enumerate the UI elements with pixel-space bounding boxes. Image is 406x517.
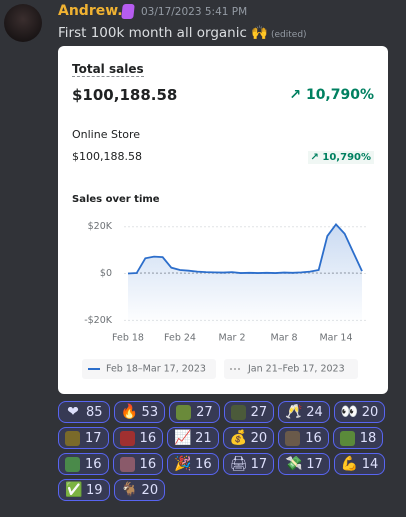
emoji: 💪 [340, 456, 359, 472]
reaction-count: 19 [86, 482, 103, 498]
reaction[interactable]: 27 [223, 401, 275, 423]
emoji: 💸 [285, 456, 303, 472]
legend-item [82, 359, 216, 379]
edited: (edited) [271, 30, 307, 40]
emoji [119, 456, 135, 472]
reaction[interactable]: 👀 20 [333, 401, 386, 423]
emoji [339, 430, 355, 446]
badge [121, 4, 135, 19]
x-tick-label: Mar 2 [219, 333, 246, 344]
reaction[interactable]: 16 [112, 453, 164, 475]
series-line [127, 222, 363, 275]
reaction-count: 17 [306, 456, 323, 472]
reaction[interactable]: 💰 20 [222, 427, 275, 449]
x-tick-label: Feb 18 [112, 333, 144, 344]
total-change: ↗ 10,790% [289, 87, 374, 103]
legend-label: Feb 18–Mar 17, 2023 [106, 364, 206, 375]
emoji [176, 404, 192, 420]
emoji: ❤ [67, 404, 79, 420]
emoji: 👀 [340, 404, 359, 420]
reaction[interactable]: 27 [169, 401, 220, 423]
reaction-count: 17 [250, 456, 268, 472]
reaction-count: 16 [305, 430, 322, 446]
reaction[interactable]: 16 [278, 427, 329, 449]
reaction[interactable]: 16 [58, 453, 109, 475]
emoji: 🖨 [229, 456, 248, 472]
reaction[interactable]: 📈 21 [167, 427, 219, 449]
x-tick-label: Mar 14 [319, 333, 352, 344]
reaction-count: 16 [139, 430, 157, 446]
reaction-count: 16 [85, 456, 102, 472]
emoji [65, 456, 80, 472]
reaction-count: 21 [195, 430, 212, 446]
emoji [230, 404, 246, 420]
reaction-count: 16 [195, 456, 212, 472]
message-text: First 100k month all organic 🙌 (edited) [58, 25, 307, 41]
reaction-count: 27 [196, 404, 213, 420]
reaction-count: 85 [86, 404, 103, 420]
emoji: ✅ [65, 482, 83, 498]
reaction[interactable]: 18 [332, 427, 384, 449]
chart-title: Sales over time [72, 194, 160, 205]
reaction[interactable]: 🥂 24 [278, 401, 330, 423]
reaction-count: 16 [139, 456, 157, 472]
total-value: $100,188.58 [72, 86, 178, 104]
text: First 100k month all organic 🙌 [58, 25, 268, 41]
series-area [128, 224, 362, 325]
timestamp: 03/17/2023 5:41 PM [141, 6, 248, 18]
reaction-count: 53 [141, 404, 159, 420]
y-tick-label: $0 [100, 268, 112, 279]
chart: -$20K $0 $20K Feb 18 Feb 24 Mar 2 Mar 8 Mar 14 F… [82, 221, 366, 379]
reaction[interactable]: 🎉 16 [167, 453, 219, 475]
author[interactable]: Andrew. [58, 3, 123, 19]
emoji [119, 430, 135, 446]
reaction[interactable]: 17 [58, 427, 109, 449]
legend-item [224, 359, 358, 379]
reaction[interactable]: ❤ 85 [58, 401, 110, 423]
emoji: 💰 [229, 430, 248, 446]
x-tick-label: Mar 8 [271, 333, 298, 344]
y-tick-label: $20K [88, 221, 113, 232]
total-label: Total sales [72, 62, 144, 77]
reactions: ❤ 85 🔥 53 27 27 🥂 24 👀 20 17 16 📈 21 💰 20 16 18 16 16 🎉 16 🖨 17… [58, 401, 403, 501]
emoji [285, 430, 301, 446]
store-change: ↗ 10,790% [307, 151, 374, 164]
legend-label: Jan 21–Feb 17, 2023 [247, 364, 345, 375]
reaction-count: 18 [359, 430, 377, 446]
reaction[interactable]: 🐐 20 [113, 479, 166, 501]
reaction[interactable]: 🖨 17 [222, 453, 275, 475]
reaction-count: 24 [306, 404, 323, 420]
x-tick-label: Feb 24 [164, 333, 196, 344]
reaction-count: 17 [85, 430, 102, 446]
emoji: 🥂 [285, 404, 303, 420]
store-label: Online Store [72, 128, 141, 141]
avatar[interactable] [4, 4, 42, 42]
reaction[interactable]: 16 [112, 427, 164, 449]
reaction[interactable]: 🔥 53 [113, 401, 166, 423]
reaction[interactable]: 💸 17 [278, 453, 330, 475]
reaction-count: 20 [250, 430, 268, 446]
store-value: $100,188.58 [72, 150, 142, 163]
image-card[interactable]: Total sales $100,188.58 ↗ 10,790% Online… [58, 46, 388, 394]
emoji: 🎉 [174, 456, 192, 472]
emoji [65, 430, 80, 446]
reaction-count: 27 [250, 404, 268, 420]
reaction-count: 14 [361, 456, 379, 472]
emoji: 📈 [174, 430, 192, 446]
reaction[interactable]: 💪 14 [333, 453, 386, 475]
emoji: 🐐 [120, 482, 138, 498]
reaction[interactable]: ✅ 19 [58, 479, 110, 501]
reaction-count: 20 [361, 404, 379, 420]
emoji: 🔥 [120, 404, 138, 420]
reaction-count: 20 [141, 482, 159, 498]
y-tick-label: -$20K [84, 315, 113, 326]
